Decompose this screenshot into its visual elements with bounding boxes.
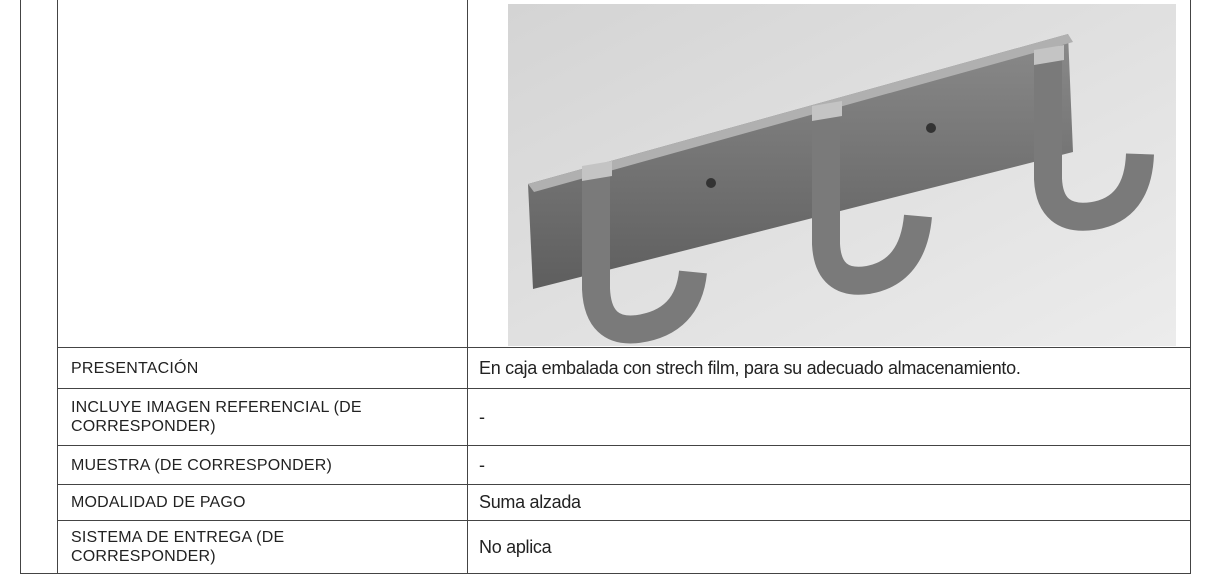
row-label: PRESENTACIÓN xyxy=(71,359,199,377)
row-value: Suma alzada xyxy=(479,492,581,512)
row-label: SISTEMA DE ENTREGA (DE CORRESPONDER) xyxy=(71,529,285,565)
row-label: INCLUYE IMAGEN REFERENCIAL (DE CORRESPON… xyxy=(71,399,362,435)
border xyxy=(57,520,1191,521)
border xyxy=(57,484,1191,485)
border xyxy=(20,573,1191,574)
border xyxy=(57,445,1191,446)
border xyxy=(467,0,468,574)
row-value: - xyxy=(479,454,485,475)
border xyxy=(20,0,21,574)
row-value: - xyxy=(479,406,485,427)
border xyxy=(57,388,1191,389)
border xyxy=(57,347,1191,348)
row-label: MODALIDAD DE PAGO xyxy=(71,494,246,511)
border xyxy=(57,0,58,574)
product-image xyxy=(508,4,1176,346)
row-value: En caja embalada con strech film, para s… xyxy=(479,357,1021,378)
border xyxy=(1190,0,1191,574)
row-label: MUESTRA (DE CORRESPONDER) xyxy=(71,456,333,474)
row-value: No aplica xyxy=(479,536,552,557)
